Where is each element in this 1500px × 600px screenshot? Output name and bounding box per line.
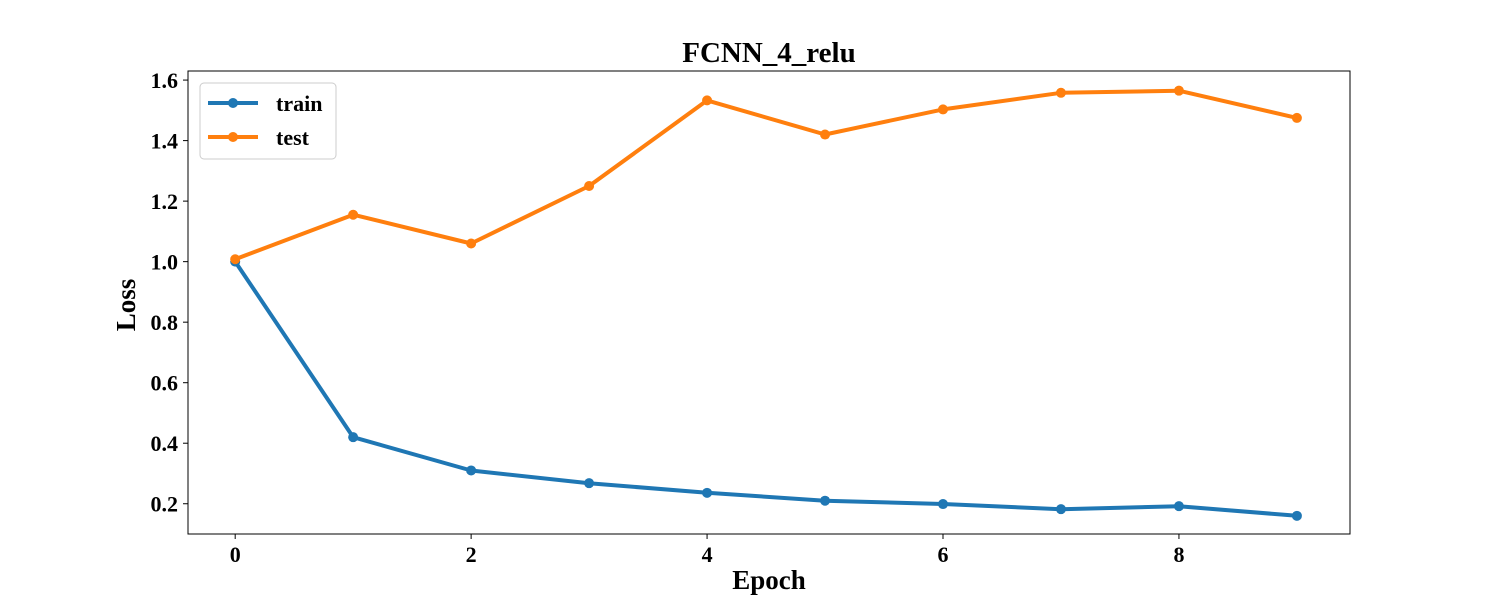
test-data-point <box>1055 87 1066 98</box>
legend-train-marker <box>228 98 238 108</box>
y-tick-label: 1.2 <box>151 189 179 214</box>
plot-frame <box>187 70 1351 535</box>
test-series-line <box>233 88 1299 262</box>
test-data-point <box>230 254 241 265</box>
test-data-point <box>348 209 359 220</box>
test-data-point <box>584 180 595 191</box>
train-data-point <box>1173 501 1184 512</box>
y-axis-label: Loss <box>111 279 141 332</box>
train-data-point <box>1291 510 1302 521</box>
y-tick-label: 0.2 <box>151 492 179 517</box>
test-data-point <box>1173 85 1184 96</box>
train-data-point <box>348 432 359 443</box>
y-tick-label: 0.6 <box>151 371 179 396</box>
train-data-point <box>820 495 831 506</box>
test-data-point <box>938 104 949 115</box>
chart-title: FCNN_4_relu <box>682 37 855 69</box>
y-tick-label: 0.8 <box>151 310 179 335</box>
test-data-point <box>466 238 477 249</box>
train-data-point <box>938 499 949 510</box>
legend-train-label: train <box>276 91 322 116</box>
train-data-point <box>584 478 595 489</box>
y-tick-label: 1.0 <box>151 250 179 275</box>
train-data-point <box>702 487 713 498</box>
y-tick-label: 1.4 <box>151 129 179 154</box>
y-tick-label: 1.6 <box>151 68 179 93</box>
x-tick-label: 2 <box>466 542 477 567</box>
x-tick-label: 0 <box>230 542 241 567</box>
legend: train test <box>199 82 337 160</box>
x-tick-label: 6 <box>938 542 949 567</box>
legend-test-marker <box>228 132 238 142</box>
test-data-point <box>1291 112 1302 123</box>
test-data-point <box>820 129 831 140</box>
plot-area: 0 2 4 6 8 0.2 0.4 0.6 0.8 1.0 1.2 1.4 1.6 <box>151 68 1351 567</box>
x-tick-label: 4 <box>702 542 713 567</box>
train-data-point <box>1055 504 1066 515</box>
x-tick-label: 8 <box>1173 542 1184 567</box>
y-tick-label: 0.4 <box>151 431 179 456</box>
test-data-point <box>702 95 713 106</box>
train-series-line <box>233 259 1299 518</box>
train-data-point <box>466 465 477 476</box>
x-axis-label: Epoch <box>732 565 806 595</box>
legend-test-label: test <box>276 125 310 150</box>
